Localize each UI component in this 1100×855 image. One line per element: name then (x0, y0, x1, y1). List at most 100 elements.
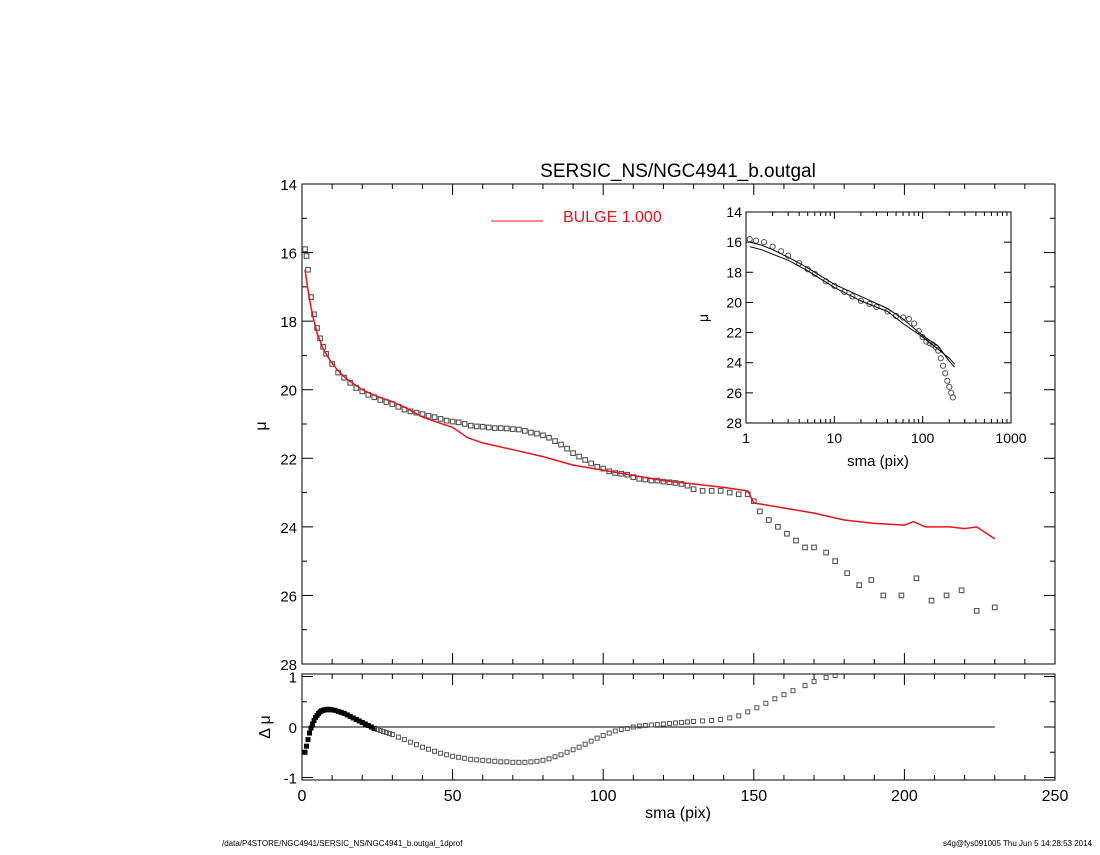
residual-data-point (570, 747, 576, 753)
residual-data-point (718, 716, 724, 722)
profile-data-point (868, 577, 875, 583)
residual-data-point (444, 752, 450, 758)
residual-data-point (510, 759, 516, 765)
profile-data-point (832, 558, 838, 564)
inset-data-point (944, 377, 951, 384)
residual-data-point (462, 755, 468, 761)
inset-data-point (760, 239, 768, 246)
footer-file-path: /data/P4STORE/NGC4941/SERSIC_NS/NGC4941_… (222, 839, 463, 848)
profile-data-point (564, 445, 570, 452)
profile-data-point (775, 524, 781, 530)
residual-data-point (811, 679, 817, 685)
residual-data-point (666, 720, 672, 726)
profile-data-point (576, 453, 582, 460)
residual-x-tick-label: 200 (891, 788, 918, 805)
profile-data-point (516, 426, 522, 433)
profile-data-point (443, 417, 450, 424)
residual-data-point (413, 742, 419, 748)
inset-data-point (946, 383, 953, 390)
main-y-tick-label: 28 (280, 657, 297, 674)
residual-data-point (654, 721, 660, 727)
profile-data-point (491, 425, 498, 431)
residual-data-point (504, 759, 510, 765)
inset-data-point (942, 370, 949, 377)
residual-data-point (552, 754, 558, 760)
profile-data-point (540, 432, 546, 439)
residual-data-point (438, 750, 444, 756)
residual-data-point (763, 700, 769, 706)
inset-x-tick-label: 1000 (995, 430, 1026, 446)
residual-data-point (802, 683, 808, 689)
residual-axes: 10-10 50 100 150 200 250 (284, 670, 1069, 805)
residual-data-point (630, 724, 636, 730)
residual-data-point (492, 758, 498, 764)
profile-data-point (784, 530, 790, 537)
inset-y-tick-label: 16 (726, 234, 742, 250)
main-axes: 14 16 18 20 22 24 26 28 (280, 177, 1056, 674)
profile-data-point (991, 604, 998, 611)
profile-data-point (844, 570, 851, 576)
profile-data-point (431, 414, 438, 420)
inset-plot-frame (745, 211, 1012, 424)
residual-data-point (522, 759, 528, 765)
profile-data-point (856, 582, 863, 588)
profile-data-point (425, 412, 432, 419)
profile-data-point (503, 425, 510, 432)
inset-model-line (749, 246, 955, 365)
chart-title: SERSIC_NS/NGC4941_b.outgal (540, 161, 816, 182)
profile-data-point (437, 416, 444, 422)
inset-model-line (749, 241, 955, 368)
residual-data-point (546, 756, 552, 762)
residual-data-point (380, 729, 386, 735)
profile-data-point (958, 587, 965, 594)
residual-data-point (450, 753, 456, 759)
residual-data-point (685, 719, 691, 725)
profile-data-point (699, 488, 706, 494)
residual-x-tick-label: 150 (740, 788, 767, 805)
profile-data-point (802, 544, 808, 551)
residual-x-tick-label: 250 (1042, 788, 1069, 805)
inset-x-tick-label: 100 (911, 430, 935, 446)
inset-data-point (911, 320, 918, 327)
inset-y-tick-label: 26 (726, 385, 742, 401)
residual-data-point (516, 759, 522, 765)
residual-data-point (432, 748, 438, 754)
main-y-tick-label: 14 (280, 177, 297, 194)
inset-x-tick-label: 1 (742, 430, 750, 446)
profile-data-point (678, 481, 685, 487)
inset-data-point (949, 394, 957, 401)
residual-data-point (588, 738, 594, 744)
main-y-tick-label: 20 (280, 383, 297, 400)
residual-data-point (419, 744, 425, 750)
residual-data-layer (302, 673, 995, 765)
profile-data-point (726, 489, 733, 496)
residual-x-tick-label: 100 (590, 788, 617, 805)
profile-data-point (708, 488, 715, 494)
residual-data-point (700, 718, 706, 724)
residual-data-point (383, 730, 389, 736)
residual-data-point (754, 705, 760, 711)
residual-data-point (386, 731, 392, 737)
residual-data-point (745, 709, 751, 715)
residual-data-point (558, 752, 564, 758)
residual-data-point (636, 723, 642, 729)
inset-data-point (905, 315, 913, 323)
profile-data-point (546, 434, 552, 441)
profile-data-point (717, 488, 724, 494)
residual-data-point (407, 739, 413, 745)
residual-y-tick-label: 1 (289, 670, 297, 687)
profile-data-point (455, 419, 462, 426)
residual-data-point (736, 713, 742, 719)
residual-data-point (371, 726, 377, 732)
profile-data-point (497, 425, 504, 431)
inset-y-tick-label: 22 (726, 325, 742, 341)
residual-data-point (486, 758, 492, 764)
residual-data-point (691, 718, 697, 724)
residual-data-point (305, 737, 311, 743)
profile-data-point (913, 575, 920, 582)
residual-data-point (528, 759, 534, 765)
inset-y-tick-label: 28 (726, 415, 742, 431)
main-y-tick-label: 16 (280, 246, 297, 263)
profile-data-point (534, 430, 540, 437)
